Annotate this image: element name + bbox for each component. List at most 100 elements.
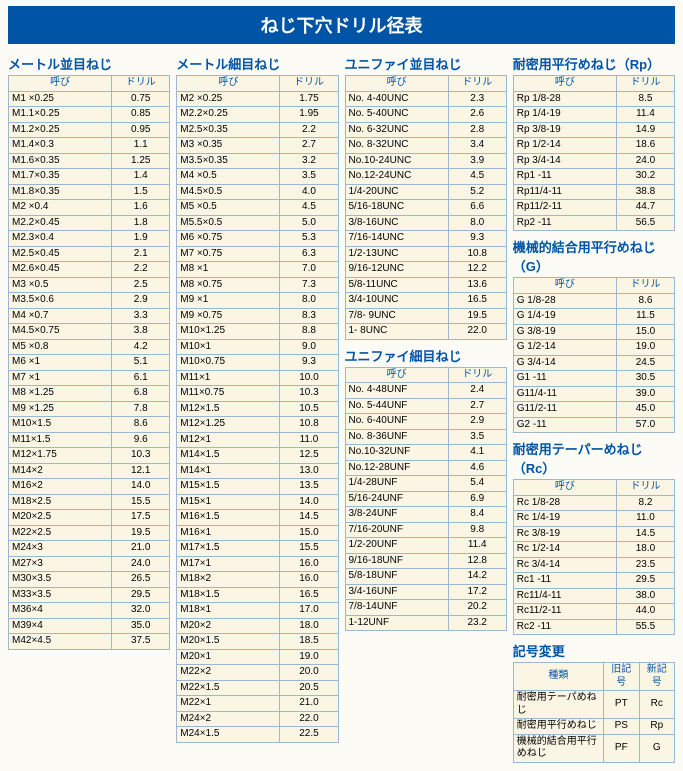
cell-size: G 3/8-19 [513, 324, 616, 340]
cell-drill: 2.9 [112, 293, 170, 309]
cell-drill: 6.3 [280, 246, 338, 262]
table-row: M3 ×0.52.5 [9, 277, 170, 293]
cell-size: Rc 3/8-19 [513, 526, 616, 542]
table-row: M2.5×0.452.1 [9, 246, 170, 262]
table-row: M12×1.2510.8 [177, 417, 338, 433]
table-row: M1.8×0.351.5 [9, 184, 170, 200]
cell-size: M1.2×0.25 [9, 122, 112, 138]
cell-drill: 17.0 [280, 603, 338, 619]
cell-drill: 5.1 [112, 355, 170, 371]
cell-drill: 22.0 [448, 324, 506, 340]
cell-drill: 39.0 [616, 386, 674, 402]
cell-size: 7/8- 9UNC [345, 308, 448, 324]
header-size: 呼び [345, 367, 448, 383]
cell-size: 1/4-28UNF [345, 476, 448, 492]
cell-size: No. 8-32UNC [345, 138, 448, 154]
cell-drill: 2.3 [448, 91, 506, 107]
cell-size: M9 ×1.25 [9, 401, 112, 417]
table-row: 耐密用平行めねじPSRp [513, 719, 674, 735]
cell-size: M1 ×0.25 [9, 91, 112, 107]
cell-drill: 19.0 [280, 649, 338, 665]
cell-drill: 8.6 [112, 417, 170, 433]
table-row: M42×4.537.5 [9, 634, 170, 650]
table-row: M22×121.0 [177, 696, 338, 712]
header-drill: ドリル [616, 278, 674, 294]
cell-drill: 8.2 [616, 495, 674, 511]
cell-size: Rc2 -11 [513, 619, 616, 635]
table-rp: 呼びドリルRp 1/8-288.5Rp 1/4-1911.4Rp 3/8-191… [513, 75, 675, 231]
table-row: No.10-24UNC3.9 [345, 153, 506, 169]
cell-drill: 56.5 [616, 215, 674, 231]
cell-size: M3 ×0.35 [177, 138, 280, 154]
table-row: No. 6-32UNC2.8 [345, 122, 506, 138]
columns: メートル並目ねじ 呼びドリルM1 ×0.250.75M1.1×0.250.85M… [0, 52, 683, 771]
table-row: M8 ×1.256.8 [9, 386, 170, 402]
cell-size: No. 6-40UNF [345, 414, 448, 430]
table-row: 7/8-14UNF20.2 [345, 600, 506, 616]
table-row: 5/16-24UNF6.9 [345, 491, 506, 507]
table-row: M2.5×0.352.2 [177, 122, 338, 138]
cell-drill: 5.2 [448, 184, 506, 200]
cell-drill: 7.8 [112, 401, 170, 417]
table-row: M22×220.0 [177, 665, 338, 681]
cell-drill: 2.7 [280, 138, 338, 154]
table-row: G 3/8-1915.0 [513, 324, 674, 340]
cell-size: M1.7×0.35 [9, 169, 112, 185]
cell-size: M15×1.5 [177, 479, 280, 495]
table-row: M14×212.1 [9, 463, 170, 479]
cell-size: 9/16-12UNC [345, 262, 448, 278]
cell-size: Rp11/4-11 [513, 184, 616, 200]
cell-size: M2 ×0.25 [177, 91, 280, 107]
table-row: M2 ×0.41.6 [9, 200, 170, 216]
table-row: No. 4-48UNF2.4 [345, 383, 506, 399]
cell-drill: 17.2 [448, 584, 506, 600]
cell-size: M20×2 [177, 618, 280, 634]
cell-drill: 0.95 [112, 122, 170, 138]
cell-size: 5/8-18UNF [345, 569, 448, 585]
cell-drill: 44.7 [616, 200, 674, 216]
cell-size: M2.5×0.35 [177, 122, 280, 138]
cell-size: Rc 1/2-14 [513, 542, 616, 558]
cell-size: Rc 3/4-14 [513, 557, 616, 573]
table-row: M5 ×0.84.2 [9, 339, 170, 355]
cell-drill: 14.0 [112, 479, 170, 495]
table-row: Rc11/4-1138.0 [513, 588, 674, 604]
cell-drill: 6.6 [448, 200, 506, 216]
table-row: M9 ×18.0 [177, 293, 338, 309]
cell-drill: 3.8 [112, 324, 170, 340]
cell-size: 5/16-18UNC [345, 200, 448, 216]
cell-drill: 11.4 [448, 538, 506, 554]
table-row: G 1/8-288.6 [513, 293, 674, 309]
cell-drill: 8.8 [280, 324, 338, 340]
cell-size: M22×2 [177, 665, 280, 681]
cell-size: G11/2-11 [513, 402, 616, 418]
header-size: 呼び [9, 76, 112, 92]
cell-size: M18×2.5 [9, 494, 112, 510]
cell-drill: 4.5 [448, 169, 506, 185]
table-row: M24×1.522.5 [177, 727, 338, 743]
table-row: M14×1.512.5 [177, 448, 338, 464]
cell-drill: 15.5 [280, 541, 338, 557]
table-row: M4 ×0.73.3 [9, 308, 170, 324]
table-row: G1 -1130.5 [513, 371, 674, 387]
table-row: M1.4×0.31.1 [9, 138, 170, 154]
table-row: 1/4-20UNC5.2 [345, 184, 506, 200]
cell-drill: 21.0 [112, 541, 170, 557]
table-row: M16×1.514.5 [177, 510, 338, 526]
cell-size: M22×1 [177, 696, 280, 712]
cell-drill: 23.5 [616, 557, 674, 573]
cell-size: M4.5×0.5 [177, 184, 280, 200]
table-row: M1.7×0.351.4 [9, 169, 170, 185]
table-row: 7/16-20UNF9.8 [345, 522, 506, 538]
table-row: Rc11/2-1144.0 [513, 604, 674, 620]
cell-drill: 26.5 [112, 572, 170, 588]
cell-size: 3/4-16UNF [345, 584, 448, 600]
table-row: Rp 1/8-288.5 [513, 91, 674, 107]
cell-drill: 12.2 [448, 262, 506, 278]
cell-drill: 3.2 [280, 153, 338, 169]
table-row: Rp1 -1130.2 [513, 169, 674, 185]
cell-size: 1-12UNF [345, 615, 448, 631]
table-row: M24×222.0 [177, 711, 338, 727]
cell-size: Rp 3/8-19 [513, 122, 616, 138]
cell-drill: 15.5 [112, 494, 170, 510]
